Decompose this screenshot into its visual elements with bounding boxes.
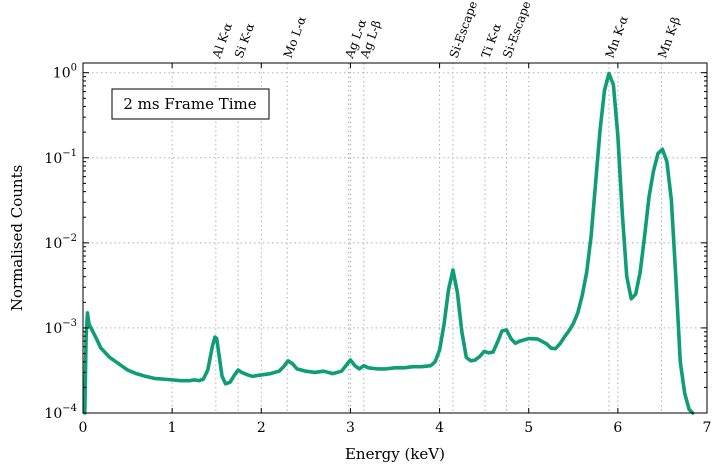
y-tick-label-base: 10 [44, 151, 62, 167]
annotation-text: 2 ms Frame Time [123, 95, 256, 113]
series-layer [82, 71, 695, 415]
peak-label: Mn K-α [603, 14, 631, 60]
annotation-box [111, 88, 270, 120]
peak-label: Si-Escape [447, 0, 481, 60]
peak-labels: Al K-αSi K-α Mo L-α Ag L-αAg L-β Si-EscapeT… [209, 0, 683, 61]
y-tick-label: 100 [53, 63, 77, 82]
x-axis-label: Energy (keV) [345, 445, 445, 463]
x-axis-ticks: 0 1 2 3 4 5 6 7 [79, 63, 712, 436]
x-tick-label: 5 [524, 420, 533, 436]
peak-label: Si-Escape [500, 0, 534, 60]
y-tick-label-base: 10 [44, 406, 62, 422]
peak-label: Mo L-α [281, 14, 309, 60]
y-tick-label: 10−1 [44, 148, 77, 167]
y-axis-label: Normalised Counts [8, 165, 26, 312]
y-tick-label-exponent: −3 [62, 318, 77, 329]
y-tick-label-exponent: −2 [62, 233, 77, 244]
y-tick-label-exponent: −1 [62, 148, 77, 159]
peak-marker-lines [215, 63, 663, 413]
x-tick-label: 2 [257, 420, 266, 436]
peak-label: Si K-α [232, 21, 258, 60]
y-tick-label-base: 10 [44, 236, 62, 252]
y-tick-label: 10−3 [44, 318, 77, 337]
y-tick-label-base: 10 [44, 321, 62, 337]
x-tick-label: 1 [168, 420, 177, 436]
grid-lines [83, 63, 707, 413]
y-tick-label-exponent: −4 [62, 403, 77, 414]
x-tick-label: 4 [435, 420, 444, 436]
plot-frame [82, 62, 708, 414]
x-tick-label: 0 [79, 420, 88, 436]
y-tick-label: 10−4 [44, 403, 77, 422]
peak-label: Mn K-β [655, 15, 683, 60]
x-tick-label: 6 [613, 420, 622, 436]
y-tick-label-base: 10 [53, 66, 71, 82]
x-tick-label: 7 [703, 420, 712, 436]
frame-time-annotation: 2 ms Frame Time [111, 88, 270, 120]
spectrum-series-line [82, 71, 695, 415]
y-tick-label-exponent: 0 [71, 63, 77, 74]
y-tick-label: 10−2 [44, 233, 77, 252]
x-tick-label: 3 [346, 420, 355, 436]
